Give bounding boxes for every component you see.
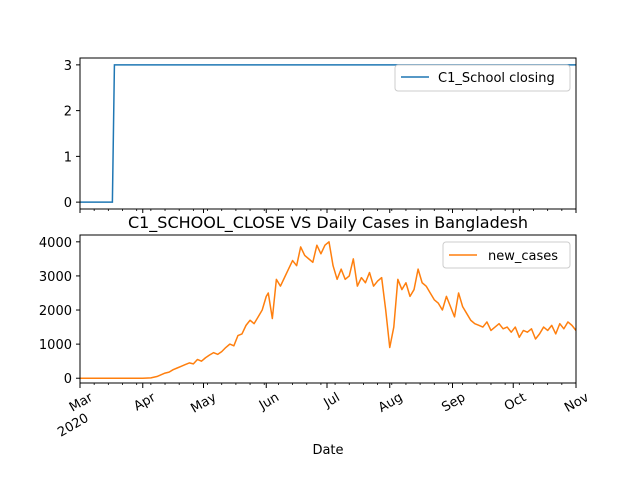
bottom-x-tick-label: Jul <box>321 390 343 411</box>
bottom-y-tick-label: 4000 <box>39 236 72 251</box>
bottom-y-ticks: 0 1000 2000 3000 4000 <box>39 236 80 387</box>
bottom-axes-frame <box>79 234 577 384</box>
bottom-y-tick-label: 0 <box>64 372 72 387</box>
bottom-x-tick-label: Apr <box>131 390 159 415</box>
top-legend-label: C1_School closing <box>438 71 555 86</box>
bottom-y-tick-label: 3000 <box>39 270 72 285</box>
bottom-x-tick-label: Sep <box>439 390 468 415</box>
bottom-chart: C1_SCHOOL_CLOSE VS Daily Cases in Bangla… <box>39 213 592 458</box>
bottom-x-tick-label: Aug <box>376 390 405 416</box>
bottom-series-layer <box>80 241 577 379</box>
top-y-tick-label: 1 <box>64 150 72 165</box>
top-axes-frame <box>79 57 577 210</box>
bottom-x-tick-label: Oct <box>502 390 529 414</box>
top-x-ticks <box>79 209 577 213</box>
bottom-y-tick-label: 2000 <box>39 304 72 319</box>
bottom-x-axis-label: Date <box>312 443 343 458</box>
bottom-x-tick-label: Nov <box>562 390 592 416</box>
top-y-tick-label: 0 <box>64 196 72 211</box>
bottom-x-tick-label: Jun <box>256 390 282 414</box>
top-y-tick-label: 2 <box>64 105 72 120</box>
top-legend-box <box>394 64 571 92</box>
top-y-ticks: 0 1 2 3 <box>64 59 80 211</box>
top-series-line-0 <box>80 64 576 203</box>
bottom-x-tick-label: May <box>188 390 219 417</box>
bottom-legend-box <box>442 241 571 269</box>
bottom-chart-title: C1_SCHOOL_CLOSE VS Daily Cases in Bangla… <box>128 213 528 233</box>
bottom-legend-label: new_cases <box>488 249 558 264</box>
top-series-layer <box>80 64 576 203</box>
top-y-tick-label: 3 <box>64 59 72 74</box>
bottom-legend: new_cases <box>442 241 571 269</box>
bottom-y-tick-label: 1000 <box>39 338 72 353</box>
top-legend: C1_School closing <box>394 64 571 92</box>
bottom-series-line-0 <box>80 241 577 379</box>
top-chart: 0 1 2 3 C1_School closing <box>64 57 577 213</box>
